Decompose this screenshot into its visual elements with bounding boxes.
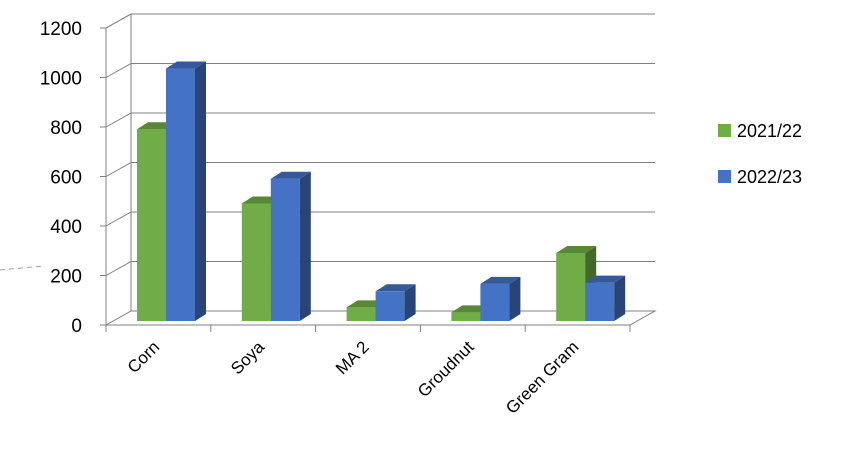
bar-front-face (346, 307, 376, 321)
gridlines (105, 13, 655, 276)
side-wall-gridline (105, 261, 132, 276)
x-tick-label: MA 2 (332, 337, 373, 378)
bar-top-face (556, 245, 597, 253)
bar-top-face (270, 171, 311, 179)
bar-top-face (166, 61, 206, 69)
bar-top-face (375, 284, 416, 292)
bar-front-face (137, 129, 166, 321)
bar-front-face (585, 282, 615, 321)
bar-side-face (299, 171, 311, 321)
chart-floor (104, 310, 657, 326)
bar-side-face (195, 61, 206, 322)
x-tick-label: Groudnut (414, 337, 478, 401)
legend-label: 2021/22 (737, 121, 802, 141)
x-tick-label: Green Gram (502, 337, 582, 417)
bar-front-face (556, 252, 586, 321)
side-wall-gridline (105, 162, 132, 177)
y-tick-label: 800 (50, 118, 82, 139)
side-wall-gridline (105, 63, 132, 78)
bar-front-face (480, 283, 510, 321)
bar-top-face (480, 276, 521, 284)
y-tick-label: 400 (50, 217, 82, 238)
legend: 2021/22 2022/23 (718, 121, 802, 187)
side-wall-gridline (105, 13, 132, 29)
legend-swatch (718, 124, 731, 137)
x-tick-label: Soya (227, 337, 268, 378)
bar (375, 284, 416, 321)
y-tick-label: 0 (71, 316, 82, 337)
bar-side-face (509, 276, 521, 321)
y-tick-label: 200 (50, 267, 82, 288)
y-tick-label: 600 (50, 168, 82, 189)
bar (270, 171, 311, 321)
bar-side-face (614, 275, 626, 321)
bar-side-face (404, 284, 416, 321)
x-tick-label: Corn (124, 337, 163, 376)
bar-front-face (270, 178, 300, 321)
bar (585, 275, 626, 321)
bars (137, 61, 626, 322)
side-wall-gridline (105, 112, 132, 128)
bar (166, 61, 206, 322)
y-tick-label: 1200 (40, 19, 82, 40)
legend-label: 2022/23 (737, 167, 802, 187)
bar-front-face (166, 68, 195, 321)
side-wall-gridline (105, 211, 132, 227)
legend-swatch (718, 170, 731, 183)
y-tick-label: 1000 (40, 69, 82, 90)
x-axis: Corn Soya MA 2 Groudnut Green Gram (105, 325, 631, 418)
bar-top-face (585, 275, 626, 283)
y-axis: 0 200 400 600 800 1000 1200 (40, 19, 107, 337)
bar-front-face (241, 203, 271, 321)
bar (480, 276, 521, 321)
bar-front-face (375, 291, 405, 321)
bar-front-face (451, 312, 481, 321)
leader-line (0, 265, 45, 271)
